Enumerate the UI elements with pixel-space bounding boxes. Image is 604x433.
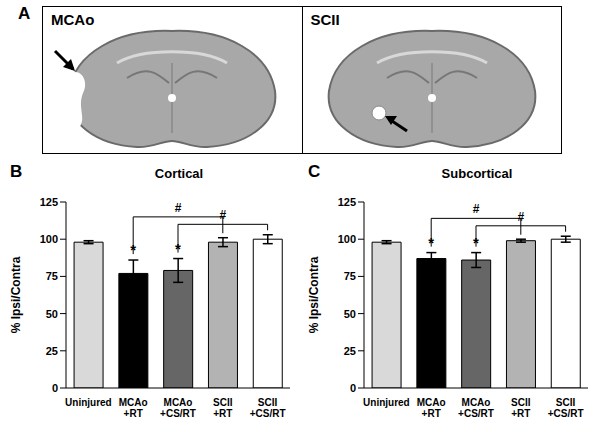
svg-text:50: 50 <box>46 308 58 320</box>
svg-text:75: 75 <box>344 270 356 282</box>
svg-text:% Ipsi/Contra: % Ipsi/Contra <box>9 256 23 333</box>
svg-text:MCAo+RT: MCAo+RT <box>417 397 446 419</box>
svg-text:MCAo+CS/RT: MCAo+CS/RT <box>160 397 196 419</box>
svg-text:25: 25 <box>344 345 356 357</box>
svg-text:100: 100 <box>40 233 58 245</box>
html-text:Subcortical: Subcortical <box>441 166 513 181</box>
svg-text:SCII+CS/RT: SCII+CS/RT <box>548 397 584 419</box>
html-text:B: B <box>10 162 23 181</box>
svg-text:SCII+RT: SCII+RT <box>213 397 233 419</box>
svg-text:0: 0 <box>52 382 58 394</box>
svg-text:% Ipsi/Contra: % Ipsi/Contra <box>307 256 321 333</box>
svg-text:#: # <box>219 208 226 222</box>
svg-text:SCII+RT: SCII+RT <box>511 397 531 419</box>
html-text:SCII: SCII <box>310 11 340 28</box>
svg-text:125: 125 <box>338 196 356 208</box>
svg-text:50: 50 <box>344 308 356 320</box>
svg-text:*: * <box>473 234 479 251</box>
svg-text:25: 25 <box>46 345 58 357</box>
svg-text:Uninjured: Uninjured <box>363 397 410 408</box>
svg-text:#: # <box>473 202 480 216</box>
svg-text:Uninjured: Uninjured <box>65 397 112 408</box>
svg-text:*: * <box>130 241 136 258</box>
svg-text:MCAo+RT: MCAo+RT <box>119 397 148 419</box>
svg-text:100: 100 <box>338 233 356 245</box>
html-text:Cortical: Cortical <box>154 166 204 181</box>
html-text:MCAo: MCAo <box>51 11 95 28</box>
html-text:C: C <box>308 162 321 181</box>
svg-text:MCAo+CS/RT: MCAo+CS/RT <box>458 397 494 419</box>
svg-text:0: 0 <box>350 382 356 394</box>
svg-text:#: # <box>517 210 524 224</box>
svg-text:125: 125 <box>40 196 58 208</box>
svg-text:#: # <box>175 201 182 215</box>
svg-text:*: * <box>428 234 434 251</box>
svg-text:*: * <box>175 240 181 257</box>
html-text:A: A <box>18 4 31 23</box>
svg-text:75: 75 <box>46 270 58 282</box>
svg-text:SCII+CS/RT: SCII+CS/RT <box>250 397 286 419</box>
